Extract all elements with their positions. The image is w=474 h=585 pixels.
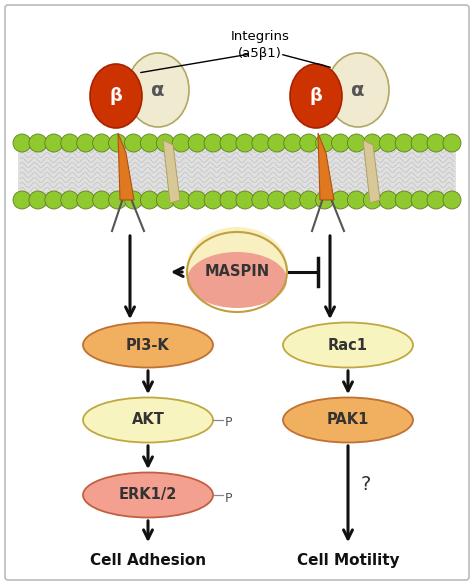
Circle shape [331,134,349,152]
Circle shape [172,134,190,152]
Circle shape [395,191,413,209]
Circle shape [140,134,158,152]
Circle shape [284,191,302,209]
Circle shape [331,191,349,209]
Circle shape [284,134,302,152]
Circle shape [156,134,174,152]
Circle shape [443,191,461,209]
Circle shape [45,191,63,209]
Text: PAK1: PAK1 [327,412,369,428]
Ellipse shape [83,397,213,442]
Polygon shape [318,133,334,200]
Text: Rac1: Rac1 [328,338,368,353]
Circle shape [379,191,397,209]
Circle shape [252,134,270,152]
Text: AKT: AKT [132,412,164,428]
Circle shape [316,134,334,152]
Circle shape [204,134,222,152]
Text: Cell Adhesion: Cell Adhesion [90,553,206,568]
Circle shape [156,191,174,209]
Circle shape [109,191,127,209]
Circle shape [411,191,429,209]
Circle shape [13,134,31,152]
Circle shape [427,191,445,209]
Ellipse shape [83,473,213,518]
Circle shape [427,134,445,152]
Circle shape [92,191,110,209]
Circle shape [411,134,429,152]
Circle shape [29,191,47,209]
Circle shape [347,134,365,152]
Circle shape [316,191,334,209]
Ellipse shape [290,64,342,128]
Circle shape [236,191,254,209]
Ellipse shape [283,397,413,442]
Text: ERK1/2: ERK1/2 [119,487,177,503]
Circle shape [300,191,318,209]
Circle shape [61,191,79,209]
Circle shape [188,134,206,152]
Bar [18,138,456,207]
Circle shape [77,191,95,209]
Ellipse shape [327,53,389,127]
Circle shape [364,134,382,152]
Circle shape [45,134,63,152]
Ellipse shape [187,252,287,308]
Circle shape [172,191,190,209]
Text: α: α [351,81,365,99]
Ellipse shape [83,322,213,367]
Circle shape [379,134,397,152]
Text: P: P [225,417,233,429]
Polygon shape [163,140,180,203]
Text: Cell Motility: Cell Motility [297,553,399,568]
FancyBboxPatch shape [5,5,469,580]
Text: Integrins
(a5β1): Integrins (a5β1) [230,30,290,60]
Circle shape [364,191,382,209]
Ellipse shape [187,227,287,307]
Circle shape [77,134,95,152]
Ellipse shape [90,64,142,128]
Circle shape [252,191,270,209]
Circle shape [140,191,158,209]
Circle shape [395,134,413,152]
Circle shape [109,134,127,152]
Circle shape [204,191,222,209]
Text: PI3-K: PI3-K [126,338,170,353]
Circle shape [92,134,110,152]
Circle shape [220,191,238,209]
Circle shape [125,191,143,209]
Circle shape [300,134,318,152]
Ellipse shape [283,322,413,367]
Text: α: α [151,81,165,99]
Polygon shape [118,133,134,200]
Polygon shape [363,140,380,203]
Circle shape [347,191,365,209]
Circle shape [13,191,31,209]
Ellipse shape [127,53,189,127]
Text: β: β [310,87,322,105]
Text: β: β [109,87,122,105]
Circle shape [188,191,206,209]
Circle shape [220,134,238,152]
Text: MASPIN: MASPIN [204,264,270,280]
Circle shape [268,134,286,152]
Circle shape [236,134,254,152]
Circle shape [268,191,286,209]
Circle shape [443,134,461,152]
Circle shape [125,134,143,152]
Circle shape [29,134,47,152]
Circle shape [61,134,79,152]
Text: ?: ? [361,474,371,494]
Text: P: P [225,491,233,504]
